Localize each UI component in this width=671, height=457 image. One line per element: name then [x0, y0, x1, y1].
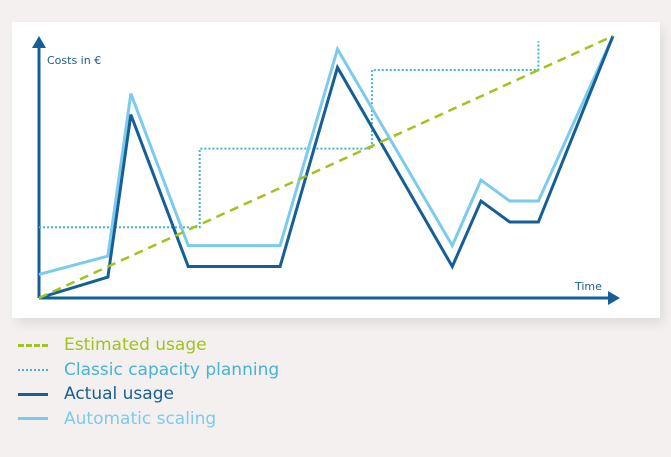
legend-label: Actual usage [64, 384, 174, 405]
legend-item-actual-usage: Actual usage [18, 382, 279, 407]
series-layer [38, 34, 615, 300]
series-line-classic-capacity-planning [39, 41, 540, 229]
legend-item-automatic-scaling: Automatic scaling [18, 407, 279, 432]
x-axis-arrow [608, 291, 620, 305]
series-line-actual-usage [38, 35, 615, 300]
legend-swatch-dotted-icon [18, 368, 48, 371]
axes: Costs in € Time [32, 36, 620, 305]
series-line-automatic-scaling [38, 35, 615, 276]
legend-swatch-solid-icon [18, 392, 48, 396]
legend-label: Estimated usage [64, 335, 207, 356]
legend-swatch-dashed-icon [18, 343, 48, 347]
y-axis-arrow [32, 36, 46, 48]
legend-item-estimated-usage: Estimated usage [18, 333, 279, 358]
x-axis-label: Time [574, 280, 602, 293]
chart-panel: Costs in € Time [12, 22, 660, 318]
y-axis-label: Costs in € [47, 54, 101, 67]
legend-label: Classic capacity planning [64, 359, 280, 380]
legend-item-classic-capacity-planning: Classic capacity planning [18, 358, 279, 383]
line-chart: Costs in € Time [32, 34, 620, 305]
series-line-estimated-usage [38, 34, 614, 300]
legend-swatch-solid-icon [18, 417, 48, 421]
legend: Estimated usage Classic capacity plannin… [18, 333, 279, 431]
legend-label: Automatic scaling [64, 408, 217, 429]
